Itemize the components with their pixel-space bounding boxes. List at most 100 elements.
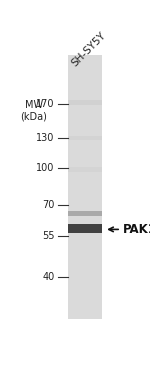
Bar [68, 208, 102, 211]
Bar [68, 290, 102, 293]
Bar [68, 171, 102, 174]
Bar [68, 311, 102, 314]
Bar [68, 137, 102, 139]
Bar [68, 119, 102, 121]
Bar [68, 139, 102, 142]
Bar [68, 234, 102, 237]
Bar [68, 147, 102, 150]
Bar [68, 256, 102, 258]
Bar [68, 243, 102, 245]
Bar [68, 134, 102, 137]
Text: 130: 130 [36, 133, 55, 143]
Bar [68, 274, 102, 277]
Bar [68, 121, 102, 124]
Bar [68, 113, 102, 116]
Bar [68, 63, 102, 66]
Bar [68, 250, 102, 253]
Bar [68, 266, 102, 269]
Text: 170: 170 [36, 99, 55, 109]
Text: 40: 40 [43, 273, 55, 283]
Bar [68, 245, 102, 248]
Bar [68, 221, 102, 224]
Bar [68, 306, 102, 308]
Bar [68, 298, 102, 300]
Bar [68, 195, 102, 198]
Bar [68, 206, 102, 208]
Bar [68, 216, 102, 219]
Bar [68, 102, 102, 105]
Bar [68, 287, 102, 290]
Bar [68, 295, 102, 298]
Bar [68, 192, 102, 195]
Bar [68, 136, 102, 141]
Bar [68, 108, 102, 110]
Bar [68, 166, 102, 169]
Bar [68, 105, 102, 108]
Bar [68, 145, 102, 147]
Bar [68, 79, 102, 82]
Bar [68, 237, 102, 240]
Text: 70: 70 [42, 200, 55, 210]
Bar [68, 263, 102, 266]
Bar [68, 224, 102, 227]
Bar [68, 293, 102, 295]
Bar [68, 213, 102, 216]
Bar [68, 203, 102, 206]
Bar [68, 303, 102, 306]
Bar [68, 95, 102, 97]
Bar [68, 82, 102, 84]
Bar [68, 167, 102, 172]
Bar [68, 124, 102, 126]
Bar [68, 169, 102, 171]
Bar [68, 316, 102, 319]
Bar [68, 314, 102, 316]
Bar [68, 269, 102, 271]
Bar [68, 116, 102, 119]
Bar [68, 182, 102, 184]
Bar [68, 100, 102, 105]
Bar [68, 100, 102, 102]
Bar [68, 174, 102, 176]
Bar [68, 60, 102, 63]
Bar [68, 300, 102, 303]
Bar [68, 200, 102, 203]
Bar [68, 176, 102, 179]
Bar [68, 211, 102, 213]
Bar [68, 58, 102, 60]
Bar [68, 142, 102, 145]
Bar [68, 179, 102, 182]
Bar [68, 158, 102, 161]
Bar [68, 211, 102, 216]
Bar [68, 92, 102, 95]
Bar [68, 89, 102, 92]
Bar [68, 253, 102, 256]
Bar [68, 71, 102, 74]
Bar [68, 261, 102, 263]
Bar [68, 184, 102, 187]
Bar [68, 97, 102, 100]
Bar [68, 285, 102, 287]
Bar [68, 153, 102, 156]
Text: PAK1: PAK1 [123, 223, 150, 236]
Bar [68, 198, 102, 200]
Bar [68, 240, 102, 243]
Bar [68, 55, 102, 58]
Bar [68, 229, 102, 232]
Bar [68, 219, 102, 221]
Text: 55: 55 [42, 231, 55, 241]
Bar [68, 68, 102, 71]
Bar [68, 308, 102, 311]
Bar [68, 187, 102, 190]
Bar [68, 66, 102, 68]
Bar [68, 76, 102, 79]
Bar [68, 282, 102, 285]
Bar [68, 132, 102, 134]
Bar [68, 277, 102, 280]
Bar [68, 190, 102, 192]
Bar [68, 224, 102, 233]
Bar [68, 248, 102, 250]
Bar [68, 163, 102, 166]
Bar [68, 110, 102, 113]
Bar [68, 129, 102, 132]
Bar [68, 84, 102, 87]
